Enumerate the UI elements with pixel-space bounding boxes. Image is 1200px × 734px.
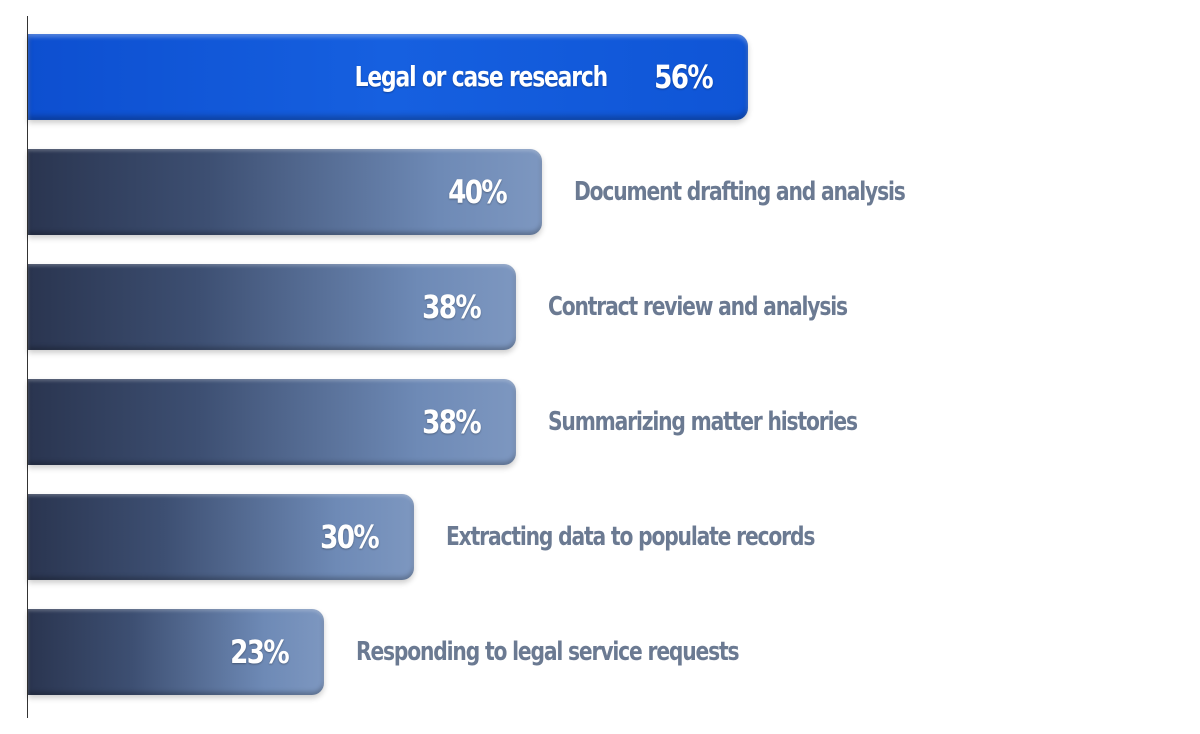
category-label: Summarizing matter histories [548, 407, 858, 437]
category-label: Responding to legal service requests [356, 637, 740, 667]
bar-value-label: 38% [422, 288, 482, 326]
bar-6 [28, 609, 324, 695]
category-label: Legal or case research [354, 60, 608, 93]
category-label: Document drafting and analysis [574, 177, 906, 207]
bar-value-label: 40% [448, 173, 508, 211]
bar-5 [28, 494, 414, 580]
bar-value-label: 30% [320, 518, 380, 556]
y-axis-line [27, 16, 28, 718]
category-label: Contract review and analysis [548, 292, 848, 322]
bar-4 [28, 379, 516, 465]
bar-value-label: 38% [422, 403, 482, 441]
bar-value-label: 56% [654, 58, 714, 96]
bar-3 [28, 264, 516, 350]
bar-1 [28, 34, 748, 120]
bar-value-label: 23% [230, 633, 290, 671]
bar-2 [28, 149, 542, 235]
category-label: Extracting data to populate records [446, 522, 815, 552]
